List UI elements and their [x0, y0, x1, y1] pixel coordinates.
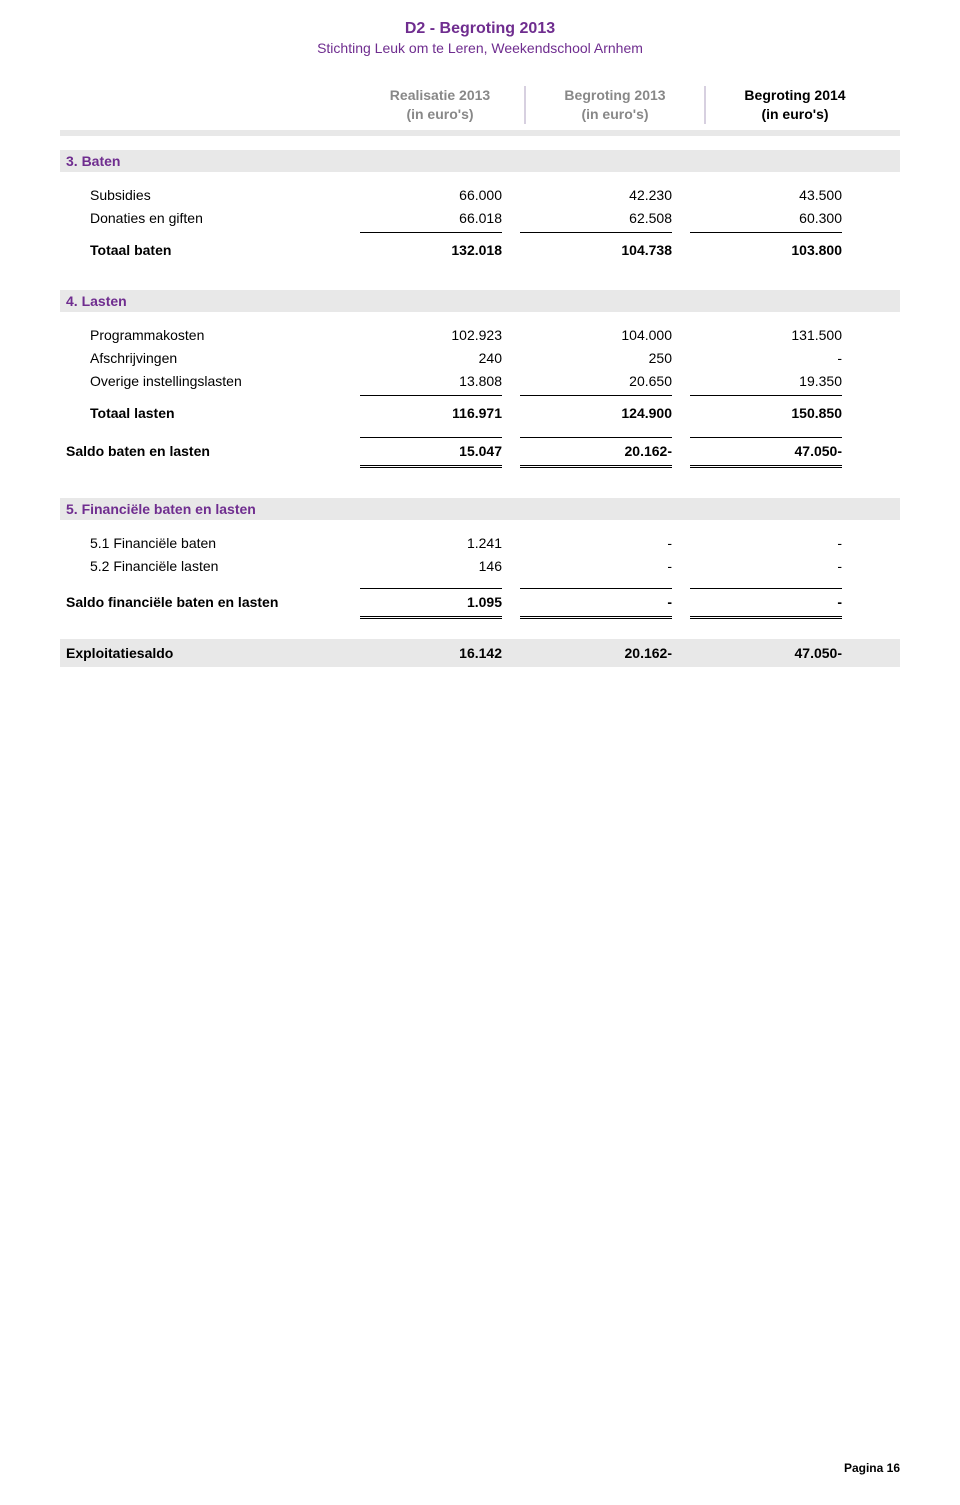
doc-subtitle: Stichting Leuk om te Leren, Weekendschoo… [60, 40, 900, 56]
double-rule-bottom [360, 463, 900, 470]
table-row: Programmakosten 102.923 104.000 131.500 [60, 324, 900, 347]
row-value: 102.923 [360, 325, 520, 346]
row-value: - [690, 533, 860, 554]
row-value: 60.300 [690, 208, 860, 229]
row-value: - [520, 556, 690, 577]
row-label: Subsidies [60, 185, 360, 206]
col-header-line2: (in euro's) [581, 105, 648, 124]
header-divider [524, 86, 526, 124]
col-header-begroting-2014: Begroting 2014 (in euro's) [710, 86, 880, 124]
saldo-fin-value: - [520, 592, 690, 613]
col-header-line2: (in euro's) [406, 105, 473, 124]
column-headers: Realisatie 2013 (in euro's) Begroting 20… [360, 86, 900, 124]
col-header-line1: Realisatie 2013 [390, 86, 490, 105]
divider-bar [60, 130, 900, 136]
row-label: 5.2 Financiële lasten [60, 556, 360, 577]
row-value: 19.350 [690, 371, 860, 392]
table-row: Afschrijvingen 240 250 - [60, 347, 900, 370]
total-value: 150.850 [690, 403, 860, 424]
row-value: - [520, 533, 690, 554]
row-value: 146 [360, 556, 520, 577]
row-label: Overige instellingslasten [60, 371, 360, 392]
section-lasten-title: 4. Lasten [60, 290, 900, 312]
saldo-fin-row: Saldo financiële baten en lasten 1.095 -… [60, 591, 900, 614]
row-value: 66.018 [360, 208, 520, 229]
total-value: 103.800 [690, 240, 860, 261]
row-label: Programmakosten [60, 325, 360, 346]
row-value: 104.000 [520, 325, 690, 346]
total-value: 132.018 [360, 240, 520, 261]
double-rule-bottom [360, 614, 900, 621]
total-label: Totaal lasten [60, 403, 360, 424]
col-header-realisatie: Realisatie 2013 (in euro's) [360, 86, 520, 124]
saldo-row: Saldo baten en lasten 15.047 20.162- 47.… [60, 440, 900, 463]
row-value: - [690, 556, 860, 577]
exploit-value: 47.050- [690, 645, 860, 661]
row-value: 131.500 [690, 325, 860, 346]
page-number: Pagina 16 [844, 1461, 900, 1475]
sum-rule [360, 393, 900, 398]
saldo-label: Saldo baten en lasten [60, 441, 360, 462]
row-value: 66.000 [360, 185, 520, 206]
row-value: 43.500 [690, 185, 860, 206]
total-value: 124.900 [520, 403, 690, 424]
exploit-label: Exploitatiesaldo [66, 645, 360, 661]
section-fin-title: 5. Financiële baten en lasten [60, 498, 900, 520]
exploit-row: Exploitatiesaldo 16.142 20.162- 47.050- [60, 639, 900, 667]
total-value: 104.738 [520, 240, 690, 261]
table-row: 5.1 Financiële baten 1.241 - - [60, 532, 900, 555]
col-header-line1: Begroting 2013 [564, 86, 665, 105]
header-divider [704, 86, 706, 124]
doc-title: D2 - Begroting 2013 [60, 20, 900, 38]
saldo-value: 15.047 [360, 441, 520, 462]
total-value: 116.971 [360, 403, 520, 424]
row-value: 250 [520, 348, 690, 369]
table-row: Overige instellingslasten 13.808 20.650 … [60, 370, 900, 393]
row-value: - [690, 348, 860, 369]
exploit-value: 16.142 [360, 645, 520, 661]
row-label: Afschrijvingen [60, 348, 360, 369]
row-value: 13.808 [360, 371, 520, 392]
row-value: 62.508 [520, 208, 690, 229]
row-label: 5.1 Financiële baten [60, 533, 360, 554]
total-row: Totaal baten 132.018 104.738 103.800 [60, 239, 900, 262]
saldo-value: 20.162- [520, 441, 690, 462]
row-value: 1.241 [360, 533, 520, 554]
saldo-value: 47.050- [690, 441, 860, 462]
table-row: Donaties en giften 66.018 62.508 60.300 [60, 207, 900, 230]
row-value: 240 [360, 348, 520, 369]
exploit-value: 20.162- [520, 645, 690, 661]
row-label: Donaties en giften [60, 208, 360, 229]
col-header-line2: (in euro's) [761, 105, 828, 124]
saldo-fin-value: 1.095 [360, 592, 520, 613]
section-baten-title: 3. Baten [60, 150, 900, 172]
total-row: Totaal lasten 116.971 124.900 150.850 [60, 402, 900, 425]
col-header-line1: Begroting 2014 [744, 86, 845, 105]
row-value: 20.650 [520, 371, 690, 392]
total-label: Totaal baten [60, 240, 360, 261]
saldo-fin-label: Saldo financiële baten en lasten [60, 592, 360, 613]
col-header-begroting-2013: Begroting 2013 (in euro's) [530, 86, 700, 124]
saldo-fin-value: - [690, 592, 860, 613]
row-value: 42.230 [520, 185, 690, 206]
table-row: 5.2 Financiële lasten 146 - - [60, 555, 900, 578]
table-row: Subsidies 66.000 42.230 43.500 [60, 184, 900, 207]
document-page: D2 - Begroting 2013 Stichting Leuk om te… [0, 0, 960, 1505]
sum-rule [360, 230, 900, 235]
